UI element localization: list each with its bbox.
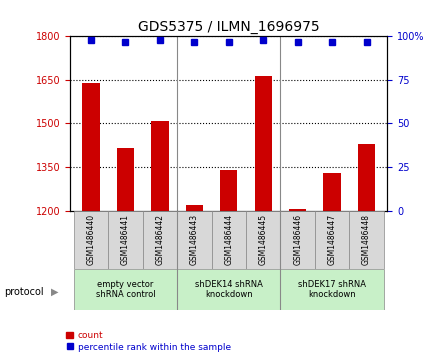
Text: GSM1486440: GSM1486440 [87,214,95,265]
Bar [177,269,280,310]
Bar [212,211,246,269]
Bar [186,205,203,211]
Bar [358,144,375,211]
Text: GSM1486446: GSM1486446 [293,214,302,265]
Text: GSM1486444: GSM1486444 [224,214,233,265]
Bar [220,170,238,211]
Text: GSM1486443: GSM1486443 [190,214,199,265]
Text: GSM1486447: GSM1486447 [328,214,337,265]
Bar [143,211,177,269]
Legend: count, percentile rank within the sample: count, percentile rank within the sample [66,331,231,352]
Bar [349,211,384,269]
Text: ▶: ▶ [51,287,58,297]
Bar [280,269,384,310]
Bar [255,76,272,211]
Text: GSM1486448: GSM1486448 [362,214,371,265]
Bar [117,148,134,211]
Text: GSM1486442: GSM1486442 [155,214,165,265]
Bar [315,211,349,269]
Text: shDEK17 shRNA
knockdown: shDEK17 shRNA knockdown [298,280,366,299]
Text: shDEK14 shRNA
knockdown: shDEK14 shRNA knockdown [195,280,263,299]
Text: empty vector
shRNA control: empty vector shRNA control [95,280,155,299]
Bar [280,211,315,269]
Bar [177,211,212,269]
Bar [82,83,100,211]
Title: GDS5375 / ILMN_1696975: GDS5375 / ILMN_1696975 [138,20,319,34]
Bar [74,269,177,310]
Bar [108,211,143,269]
Bar [74,211,108,269]
Bar [246,211,280,269]
Bar [323,173,341,211]
Text: GSM1486445: GSM1486445 [259,214,268,265]
Text: protocol: protocol [4,287,44,297]
Bar [151,121,169,211]
Text: GSM1486441: GSM1486441 [121,214,130,265]
Bar [289,209,306,211]
